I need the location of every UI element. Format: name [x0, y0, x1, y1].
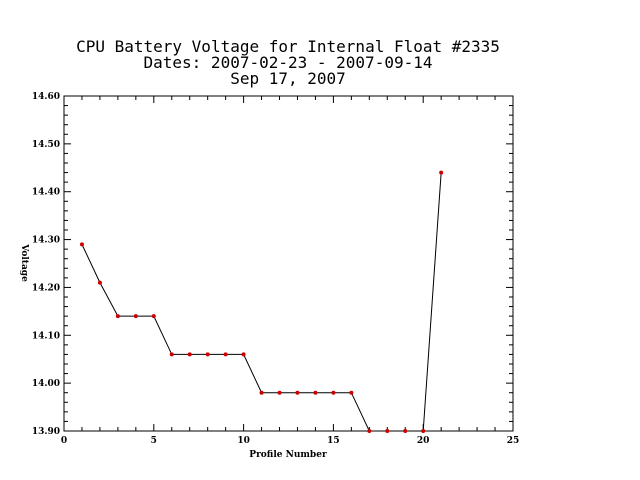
plot-frame — [63, 95, 514, 432]
x-tick-label: 20 — [417, 436, 430, 446]
x-tick-label: 5 — [151, 436, 157, 446]
chart-title: CPU Battery Voltage for Internal Float #… — [76, 37, 500, 88]
x-tick-label: 10 — [237, 436, 250, 446]
x-tick-label: 25 — [507, 436, 520, 446]
data-point — [439, 170, 444, 175]
y-tick-label: 14.00 — [32, 379, 60, 389]
data-point — [349, 390, 354, 395]
data-point — [313, 390, 318, 395]
chart-title-line-3: Sep 17, 2007 — [230, 69, 346, 88]
y-axis: 13.90 14.00 14.10 14.20 14.30 14.40 14.50 14.60 — [32, 92, 513, 437]
y-tick-label: 14.30 — [32, 236, 60, 246]
y-tick-label: 14.50 — [32, 140, 60, 150]
y-tick-label: 14.10 — [32, 331, 60, 341]
data-point — [241, 352, 246, 357]
data-point — [133, 314, 138, 319]
data-point — [367, 429, 372, 433]
data-point — [205, 352, 210, 357]
data-point — [421, 429, 426, 433]
x-tick-label: 15 — [327, 436, 340, 446]
chart-title-line-1: CPU Battery Voltage for Internal Float #… — [76, 37, 500, 56]
data-point — [169, 352, 174, 357]
data-point — [259, 390, 264, 395]
data-point — [403, 429, 408, 433]
y-tick-label: 14.20 — [32, 283, 60, 293]
series-layer — [79, 170, 444, 433]
data-point — [151, 314, 156, 319]
data-point — [277, 390, 282, 395]
data-point — [331, 390, 336, 395]
y-tick-label: 14.40 — [32, 188, 60, 198]
x-axis: 0 5 10 15 20 25 — [61, 96, 519, 446]
data-point — [295, 390, 300, 395]
data-point — [385, 429, 390, 433]
data-point — [115, 314, 120, 319]
y-tick-label: 13.90 — [32, 427, 60, 437]
data-point — [79, 242, 84, 247]
x-axis-label: Profile Number — [249, 450, 327, 460]
data-point — [187, 352, 192, 357]
data-point — [97, 280, 102, 285]
y-axis-label: Voltage — [19, 243, 29, 282]
chart-title-line-2: Dates: 2007-02-23 - 2007-09-14 — [144, 53, 433, 72]
data-point — [223, 352, 228, 357]
x-tick-label: 0 — [61, 436, 67, 446]
y-tick-label: 14.60 — [32, 92, 60, 102]
